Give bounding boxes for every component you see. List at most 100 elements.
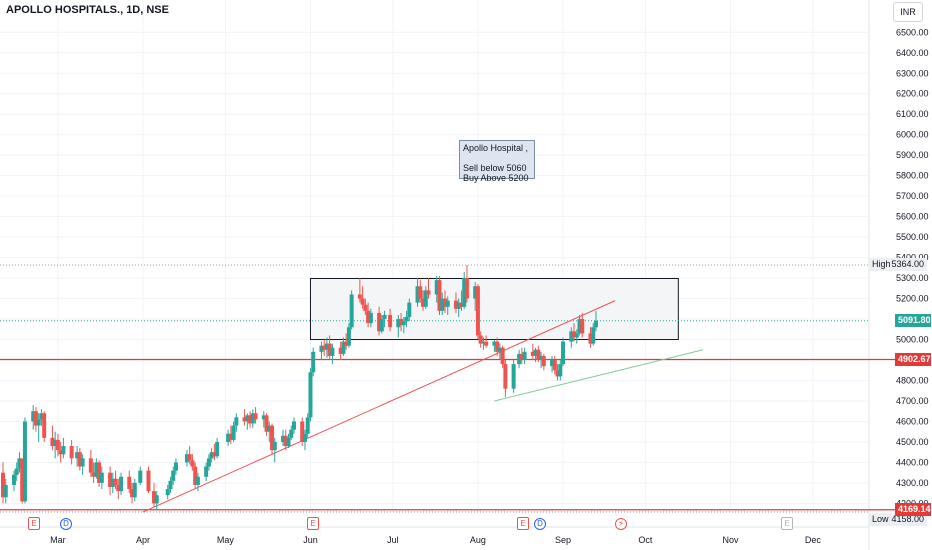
y-tick-label: 5000.00 <box>896 335 929 345</box>
candle-body <box>388 314 393 328</box>
candle-body <box>272 441 277 451</box>
high-label: High <box>872 259 891 270</box>
candle-body <box>50 437 55 447</box>
high-tag: High 5364.00 <box>869 258 927 272</box>
earnings-icon[interactable]: E <box>307 517 319 530</box>
candle-body <box>511 364 516 389</box>
candle-body <box>536 349 541 361</box>
candle-body <box>168 480 173 490</box>
candle-body <box>366 310 371 324</box>
candle-body <box>541 355 546 367</box>
y-tick-label: 6500.00 <box>896 27 929 37</box>
candle-body <box>308 372 313 418</box>
x-tick-label: Aug <box>470 535 486 545</box>
candle-body <box>418 286 423 299</box>
x-tick-label: Jul <box>387 535 399 545</box>
y-tick-label: 6400.00 <box>896 48 929 58</box>
candle-body <box>327 343 332 356</box>
y-tick-label: 6100.00 <box>896 109 929 119</box>
y-tick-label: 5300.00 <box>896 273 929 283</box>
candle-body <box>322 345 327 350</box>
candle-body <box>572 331 577 338</box>
candle-body <box>396 319 401 328</box>
text-note[interactable]: Apollo Hospital , Sell below 5060 Buy Ab… <box>459 140 535 183</box>
y-tick-label: 4300.00 <box>896 478 929 488</box>
candle-body <box>459 302 464 307</box>
x-tick-label: Oct <box>638 535 653 545</box>
candle-body <box>462 278 467 307</box>
candle-body <box>91 472 96 477</box>
candle-body <box>495 341 500 352</box>
earnings-icon[interactable]: E <box>28 517 40 530</box>
candle-body <box>110 478 115 488</box>
candle-body <box>464 278 469 299</box>
candle-body <box>286 437 291 447</box>
candle-body <box>588 333 593 344</box>
candle-body <box>291 421 296 430</box>
candle-body <box>226 433 231 442</box>
candle-body <box>558 364 563 377</box>
candle-body <box>281 435 286 442</box>
candle-body <box>267 425 272 432</box>
candle-body <box>231 425 236 440</box>
candle-body <box>555 370 560 377</box>
candle-body <box>319 345 324 352</box>
y-tick-label: 5700.00 <box>896 191 929 201</box>
candle-body <box>377 312 382 332</box>
candle-body <box>94 462 99 477</box>
candle-body <box>1 472 5 498</box>
candle-body <box>228 433 233 440</box>
low-label: Low <box>872 514 889 524</box>
candle-body <box>75 452 80 459</box>
y-tick-label: 5400.00 <box>896 253 929 263</box>
candle-body <box>58 450 63 455</box>
candle-body <box>138 470 143 483</box>
candle-body <box>17 458 22 469</box>
candle-body <box>401 321 406 326</box>
candle-body <box>481 341 486 344</box>
candle-body <box>445 300 450 307</box>
candle-body <box>250 413 255 424</box>
x-tick-label: Nov <box>722 535 739 545</box>
earnings-icon[interactable]: E <box>781 517 793 530</box>
candle-body <box>434 280 439 295</box>
candle-body <box>497 347 502 352</box>
candle-body <box>442 298 447 307</box>
x-tick-label: Sep <box>555 535 571 545</box>
x-tick-label: May <box>217 535 235 545</box>
currency-button[interactable]: INR <box>893 2 923 22</box>
symbol-title[interactable]: APOLLO HOSPITALS., 1D, NSE <box>6 4 169 16</box>
candle-body <box>346 327 351 346</box>
dividend-icon[interactable]: D <box>60 518 72 530</box>
candle-body <box>530 351 535 356</box>
split-icon[interactable]: ⚡ <box>615 518 627 530</box>
candle-body <box>533 349 538 356</box>
candle-body <box>500 347 505 365</box>
dividend-icon[interactable]: D <box>534 518 546 530</box>
candle-body <box>330 347 335 356</box>
candle-body <box>426 290 431 295</box>
candle-body <box>593 320 598 328</box>
last-price-tag: 5091.80 <box>895 314 931 328</box>
candle-body <box>569 331 574 342</box>
candle-body <box>69 446 74 459</box>
candle-body <box>22 421 27 502</box>
candle-body <box>80 458 85 467</box>
candle-body <box>245 415 250 422</box>
x-tick-label: Dec <box>805 535 822 545</box>
candle-body <box>519 353 524 361</box>
candle-body <box>550 360 555 367</box>
candle-body <box>36 419 41 426</box>
trendline <box>494 349 704 402</box>
candle-body <box>283 435 288 447</box>
candle-body <box>215 441 220 457</box>
candle-body <box>399 319 404 326</box>
candle-body <box>311 351 316 373</box>
candle-body <box>415 286 420 303</box>
earnings-icon[interactable]: E <box>517 517 529 530</box>
candle-body <box>3 484 8 498</box>
candle-body <box>42 413 47 438</box>
candle-body <box>341 341 346 354</box>
note-line <box>463 153 531 163</box>
